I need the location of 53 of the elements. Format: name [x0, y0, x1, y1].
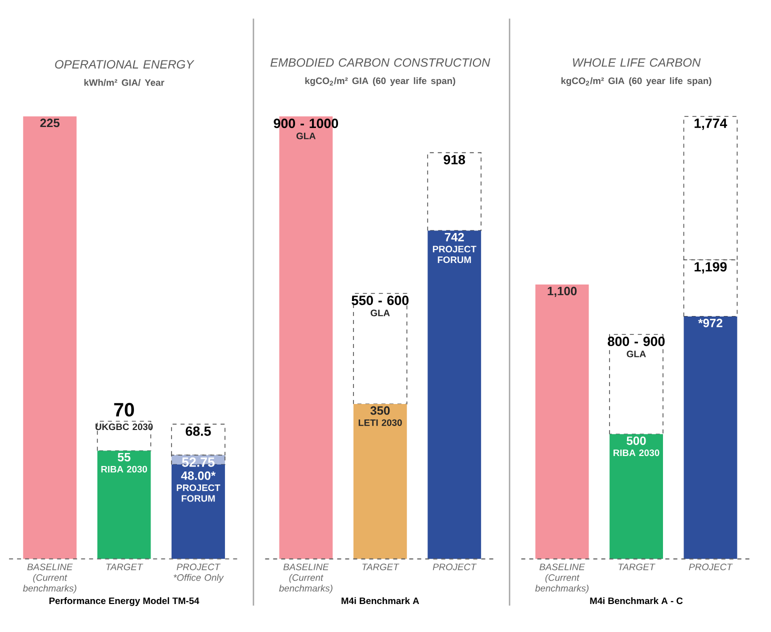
data-label: 48.00*: [181, 471, 216, 480]
annotation: GLA: [626, 350, 646, 358]
x-axis-title: M4i Benchmark A: [342, 597, 420, 604]
bar: [23, 116, 77, 559]
annotation: 550 - 600: [352, 296, 409, 305]
annotation: 918: [444, 154, 466, 164]
bar: [610, 434, 663, 559]
bar: [609, 334, 664, 434]
annotation: 68.5: [186, 426, 211, 436]
bar: [427, 152, 482, 231]
annotation: 900 - 1000: [274, 118, 338, 128]
bar: [353, 292, 408, 404]
annotation: 1,199: [694, 262, 727, 274]
x-tick-label: PROJECT: [688, 564, 733, 570]
annotation: 70: [114, 402, 134, 416]
annotation: PROJECT FORUM: [176, 484, 220, 502]
bar: [97, 450, 151, 559]
chart-subtitle: kgCO$_{2}$/m² GIA (60 year life span): [305, 77, 456, 86]
chart-subtitle: kWh/m² GIA/ Year: [84, 78, 164, 86]
chart-title: OPERATIONAL ENERGY: [55, 60, 194, 68]
data-label: 1,100: [548, 286, 577, 297]
annotation: PROJECT FORUM: [432, 246, 476, 263]
x-tick-label: TARGET: [362, 564, 400, 570]
x-tick-label: TARGET: [618, 564, 656, 570]
annotation: UKGBC 2030: [96, 423, 153, 430]
annotation: GLA: [370, 310, 390, 316]
data-label: 350: [370, 406, 390, 415]
annotation: GLA: [296, 132, 316, 140]
annotation: 1,774: [694, 118, 728, 130]
bar: [428, 230, 482, 559]
data-label: 55: [118, 452, 130, 462]
x-tick-label: PROJECT: [432, 564, 477, 570]
annotation: RIBA 2030: [101, 466, 148, 472]
x-tick-label: BASELINE (Current benchmarks): [23, 564, 76, 594]
x-axis-title: Performance Energy Model TM-54: [49, 597, 200, 606]
chart-subtitle: kgCO$_{2}$/m² GIA (60 year life span): [561, 77, 712, 86]
x-axis-title: M4i Benchmark A - C: [590, 597, 683, 604]
x-tick-label: TARGET: [106, 564, 144, 570]
annotation: 800 - 900: [608, 336, 665, 346]
chart-title: EMBODIED CARBON CONSTRUCTION: [270, 58, 490, 67]
data-label: 742: [444, 232, 464, 242]
bar: [535, 284, 589, 559]
data-label: 225: [40, 118, 60, 128]
x-tick-label: BASELINE (Current benchmarks): [279, 564, 332, 594]
chart-title: WHOLE LIFE CARBON: [572, 58, 701, 67]
x-tick-label: BASELINE (Current benchmarks): [535, 564, 588, 594]
data-label: 500: [626, 436, 646, 445]
data-label: *972: [698, 318, 722, 328]
annotation: LETI 2030: [358, 419, 402, 426]
bar: [353, 404, 407, 559]
annotation: RIBA 2030: [614, 449, 660, 456]
bar: [684, 316, 738, 559]
x-tick-label: PROJECT *Office Only: [174, 564, 224, 583]
